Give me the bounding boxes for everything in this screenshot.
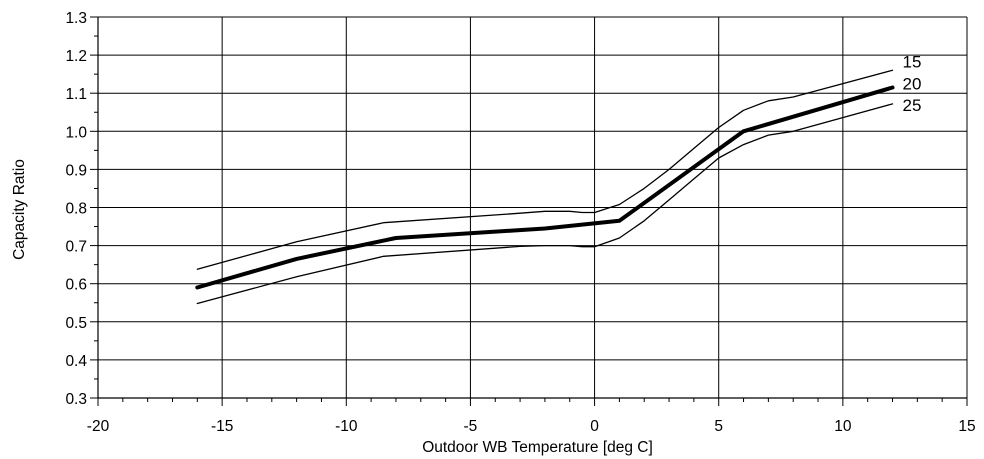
series-label-20: 20 [903,74,922,93]
grid-lines [97,16,968,399]
series-line-20 [195,85,895,290]
labels: 0.3 0.4 0.5 0.6 0.7 0.8 0.9 1.0 1.1 1.2 1.3 -20 -15 -… [65,10,975,435]
x-tick-label: 0 [590,418,599,435]
x-tick-label: 10 [834,418,852,435]
y-tick-label: 0.3 [65,391,87,408]
y-tick-label: 0.6 [65,277,87,294]
y-axis-title: Capacity Ratio [11,159,28,260]
series-lines [195,69,895,305]
y-tick-label: 0.5 [65,315,87,332]
x-tick-label: -15 [211,418,233,435]
series-line-25 [196,103,894,305]
x-tick-label: -20 [87,418,110,435]
y-tick-label: 1.0 [65,124,87,141]
x-tick-label: 15 [958,418,975,435]
y-tick-label: 0.8 [65,201,87,218]
series-label-15: 15 [903,52,922,71]
x-axis-title: Outdoor WB Temperature [deg C] [422,439,653,456]
x-tick-label: 5 [714,418,723,435]
y-tick-label: 0.9 [65,162,87,179]
y-tick-label: 1.2 [65,48,87,65]
y-tick-label: 0.7 [65,239,87,256]
y-tick-label: 1.3 [65,10,87,27]
y-tick-label: 0.4 [65,353,87,370]
axes [90,16,968,406]
series-line-15 [196,69,894,270]
series-label-25: 25 [903,96,922,115]
x-tick-label: -10 [335,418,358,435]
x-tick-label: -5 [464,418,478,435]
y-tick-label: 1.1 [65,86,87,103]
